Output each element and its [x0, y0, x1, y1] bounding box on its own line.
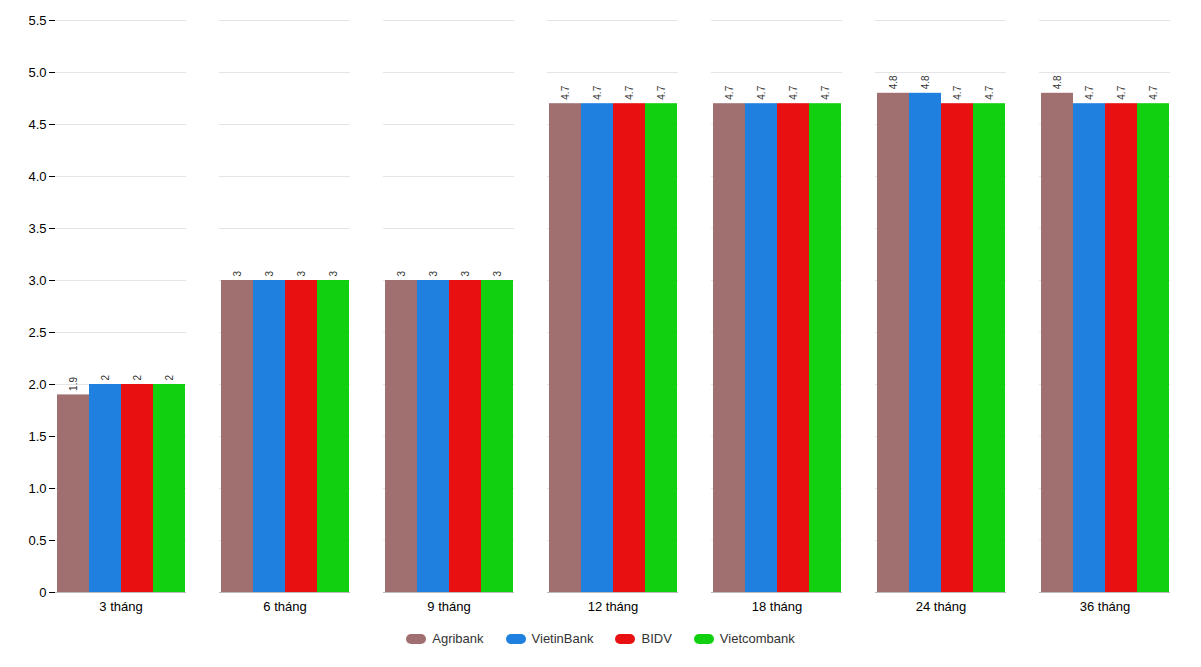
- svg-text:3: 3: [232, 271, 243, 277]
- svg-text:4.7: 4.7: [560, 85, 571, 99]
- svg-text:3: 3: [492, 271, 503, 277]
- svg-text:4.7: 4.7: [592, 85, 603, 99]
- svg-text:3: 3: [428, 271, 439, 277]
- svg-text:4.8: 4.8: [1052, 75, 1063, 89]
- html-text:Vietcombank: Vietcombank: [719, 631, 795, 646]
- svg-text:2: 2: [100, 375, 111, 381]
- svg-text:4.7: 4.7: [984, 85, 995, 99]
- svg-text:3: 3: [460, 271, 471, 277]
- svg-text:1.0: 1.0: [28, 481, 46, 496]
- svg-text:4.5: 4.5: [28, 117, 46, 132]
- svg-text:3: 3: [296, 271, 307, 277]
- html-text:Agribank: Agribank: [432, 631, 484, 646]
- svg-text:6 tháng: 6 tháng: [263, 599, 306, 614]
- svg-text:4.0: 4.0: [28, 169, 46, 184]
- svg-text:3 tháng: 3 tháng: [99, 599, 142, 614]
- svg-text:5.0: 5.0: [28, 65, 46, 80]
- svg-text:4.8: 4.8: [888, 75, 899, 89]
- svg-text:18 tháng: 18 tháng: [752, 599, 803, 614]
- svg-text:4.7: 4.7: [724, 85, 735, 99]
- svg-text:2.5: 2.5: [28, 325, 46, 340]
- svg-text:2: 2: [132, 375, 143, 381]
- svg-text:4.7: 4.7: [624, 85, 635, 99]
- svg-text:0: 0: [39, 585, 46, 600]
- svg-text:36 tháng: 36 tháng: [1080, 599, 1131, 614]
- svg-text:12 tháng: 12 tháng: [588, 599, 639, 614]
- svg-text:4.7: 4.7: [756, 85, 767, 99]
- svg-text:4.7: 4.7: [952, 85, 963, 99]
- svg-text:4.7: 4.7: [820, 85, 831, 99]
- svg-text:3: 3: [396, 271, 407, 277]
- svg-text:4.7: 4.7: [1084, 85, 1095, 99]
- svg-text:9 tháng: 9 tháng: [427, 599, 470, 614]
- svg-text:4.7: 4.7: [1148, 85, 1159, 99]
- svg-text:24 tháng: 24 tháng: [916, 599, 967, 614]
- html-text:VietinBank: VietinBank: [531, 631, 594, 646]
- svg-text:1.5: 1.5: [28, 429, 46, 444]
- svg-text:2: 2: [164, 375, 175, 381]
- svg-text:4.7: 4.7: [656, 85, 667, 99]
- svg-text:3.5: 3.5: [28, 221, 46, 236]
- svg-text:1.9: 1.9: [68, 377, 79, 391]
- svg-text:5.5: 5.5: [28, 13, 46, 28]
- svg-text:3.0: 3.0: [28, 273, 46, 288]
- html-text:BIDV: BIDV: [641, 631, 672, 646]
- svg-text:3: 3: [328, 271, 339, 277]
- svg-text:4.7: 4.7: [788, 85, 799, 99]
- svg-text:3: 3: [264, 271, 275, 277]
- svg-text:4.7: 4.7: [1116, 85, 1127, 99]
- svg-text:4.8: 4.8: [920, 75, 931, 89]
- svg-text:2.0: 2.0: [28, 377, 46, 392]
- svg-text:0.5: 0.5: [28, 533, 46, 548]
